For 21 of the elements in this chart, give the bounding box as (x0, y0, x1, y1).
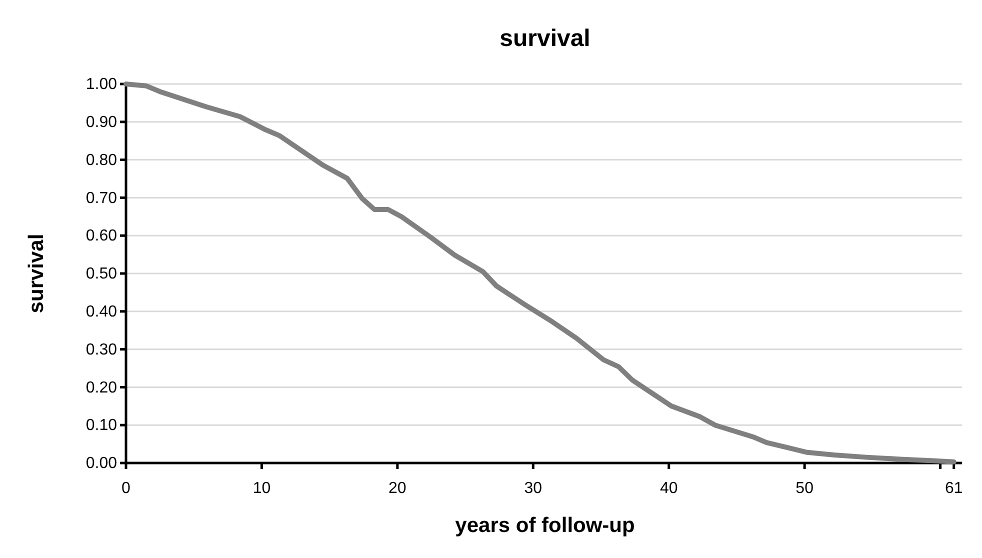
x-tick-label: 30 (524, 480, 542, 497)
x-tick-label: 40 (660, 480, 678, 497)
x-axis-title: years of follow-up (455, 514, 635, 537)
y-tick-label: 0.00 (86, 455, 118, 472)
y-tick-label: 0.90 (86, 114, 118, 132)
y-tick-label: 0.50 (86, 266, 118, 283)
y-tick-label: 0.80 (86, 152, 118, 169)
y-tick-label: 0.20 (86, 379, 118, 396)
y-axis-title: survival (25, 234, 48, 314)
x-tick-label: 61 (944, 480, 963, 497)
y-tick-label: 0.10 (86, 417, 118, 434)
y-tick-label: 0.40 (86, 304, 118, 321)
x-tick-label: 20 (388, 480, 406, 497)
y-tick-label: 1.00 (86, 76, 118, 94)
y-tick-label: 0.60 (86, 228, 118, 245)
y-tick-label: 0.70 (86, 190, 118, 207)
y-tick-label: 0.30 (86, 341, 118, 358)
x-tick-label: 0 (122, 480, 131, 497)
x-tick-label: 10 (252, 480, 271, 497)
chart-title: survival (500, 25, 590, 52)
x-tick-label: 50 (796, 480, 814, 497)
